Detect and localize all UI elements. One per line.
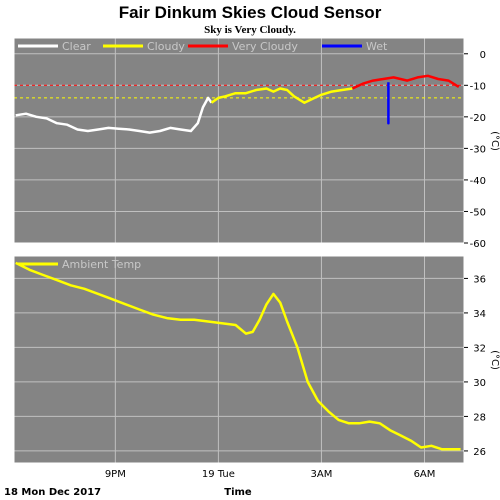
ambient-series-group — [13, 255, 465, 464]
legend-label-clear: Clear — [62, 40, 91, 53]
y-tick-label-26: 26 — [473, 447, 486, 458]
chart-subtitle: Sky is Very Cloudy. — [204, 24, 296, 36]
sky-series-group — [13, 37, 465, 244]
y-tick-label-30: -30 — [470, 144, 486, 155]
series-line-very-cloudy — [351, 74, 460, 90]
panel-frame-0 — [13, 37, 465, 244]
y-tick-label-36: 36 — [473, 274, 486, 285]
x-tick-label-9pm: 9PM — [105, 469, 126, 480]
legend-label-wet: Wet — [366, 40, 388, 53]
series-line-cloudy — [210, 87, 353, 104]
panel-frame-1 — [13, 255, 465, 464]
ambient-panel-grid — [14, 256, 464, 463]
sky-temperature-panel: Clear Cloudy Very Cloudy Wet 0 -10 -20 -30 -40 -… — [13, 37, 500, 250]
y-tick-label-50: -50 — [470, 207, 486, 218]
series-line-clear — [15, 96, 213, 134]
series-line-ambient-temp — [15, 261, 461, 451]
sky-panel-background — [14, 38, 464, 243]
y-tick-label-28: 28 — [473, 412, 486, 423]
ambient-legend: Ambient Temp — [18, 258, 141, 271]
ambient-temperature-panel: Ambient Temp 26 28 30 32 34 36 9PM 19 Tue 3AM 6A… — [13, 255, 500, 480]
sky-y-ticks: 0 -10 -20 -30 -40 -50 -60 — [464, 50, 486, 250]
y-tick-label-32: 32 — [473, 343, 486, 354]
ambient-y-ticks: 26 28 30 32 34 36 — [464, 274, 486, 458]
footer-date: 18 Mon Dec 2017 — [4, 487, 101, 498]
sky-legend: Clear Cloudy Very Cloudy Wet — [18, 40, 388, 53]
chart-title: Fair Dinkum Skies Cloud Sensor — [119, 3, 382, 22]
x-tick-label-3am: 3AM — [311, 469, 333, 480]
time-x-ticks: 9PM 19 Tue 3AM 6AM — [105, 469, 436, 480]
x-tick-label-19-tue: 19 Tue — [202, 469, 235, 480]
y-tick-label-60: -60 — [470, 239, 486, 250]
legend-label-ambient-temp: Ambient Temp — [62, 258, 141, 271]
y-tick-label-20: -20 — [470, 113, 486, 124]
ambient-y-axis-label: (°C) — [489, 350, 500, 370]
y-tick-label-40: -40 — [470, 176, 486, 187]
legend-label-cloudy: Cloudy — [147, 40, 185, 53]
y-tick-label-0: 0 — [480, 50, 486, 61]
y-tick-label-10: -10 — [470, 81, 486, 92]
y-tick-label-30: 30 — [473, 378, 486, 389]
y-tick-label-34: 34 — [473, 309, 486, 320]
legend-label-very-cloudy: Very Cloudy — [232, 40, 298, 53]
x-tick-label-6am: 6AM — [414, 469, 436, 480]
x-axis-label: Time — [224, 487, 252, 498]
sky-y-axis-label: (°C) — [489, 131, 500, 151]
